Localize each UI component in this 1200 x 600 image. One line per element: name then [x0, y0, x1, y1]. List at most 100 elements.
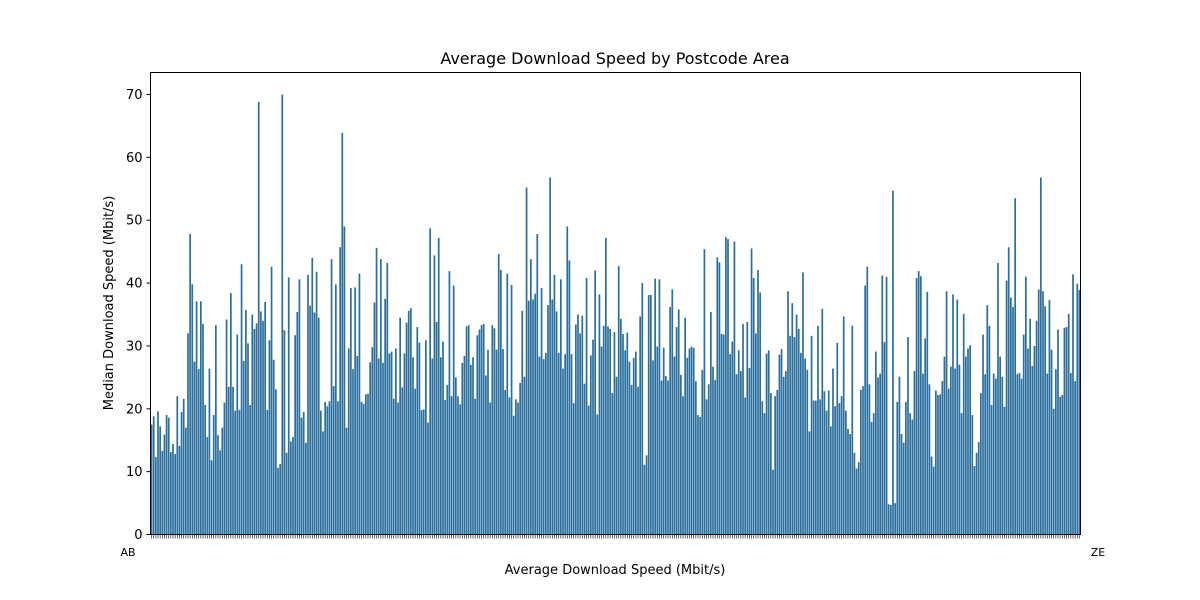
bar	[467, 325, 470, 535]
bar	[669, 306, 671, 535]
bar	[392, 398, 395, 535]
bar	[583, 383, 586, 535]
bar	[172, 443, 174, 535]
bar	[1067, 313, 1070, 535]
bar	[1029, 318, 1031, 535]
bar	[487, 349, 489, 535]
bar	[566, 226, 569, 535]
bar	[684, 317, 686, 535]
y-axis: 0 10 20 30 40 50 60 70	[126, 88, 151, 543]
bar	[311, 257, 314, 535]
bar	[474, 398, 476, 535]
bar	[815, 400, 817, 535]
bar	[551, 299, 554, 535]
bar	[266, 410, 269, 535]
bar	[1074, 381, 1076, 535]
bar	[793, 337, 796, 535]
bar	[257, 102, 260, 535]
bar	[587, 405, 590, 535]
bar	[1012, 306, 1014, 535]
bar	[270, 266, 273, 535]
bar	[611, 393, 614, 535]
bar	[253, 328, 256, 535]
bar	[596, 414, 599, 535]
bar	[219, 450, 221, 535]
bar	[354, 287, 356, 535]
bar	[204, 405, 206, 535]
bar	[956, 299, 959, 535]
bar	[397, 402, 399, 535]
bar	[562, 368, 564, 535]
bar	[215, 325, 217, 535]
bar	[875, 351, 877, 535]
bar	[952, 294, 954, 535]
bar	[557, 352, 560, 535]
bar	[279, 464, 281, 535]
bar	[290, 441, 292, 535]
bar	[639, 316, 641, 535]
bar	[268, 340, 271, 535]
bar	[418, 342, 421, 535]
bar	[969, 345, 971, 535]
bar	[765, 353, 768, 535]
bar	[997, 262, 999, 535]
bar	[585, 278, 588, 535]
bar	[300, 417, 303, 535]
bar	[433, 255, 436, 535]
bar	[851, 325, 854, 535]
bar	[485, 375, 487, 535]
bar	[384, 298, 386, 535]
bar	[680, 374, 682, 535]
bar	[461, 362, 464, 535]
bar	[410, 308, 412, 535]
bar	[1061, 394, 1064, 535]
bar	[922, 373, 924, 535]
bar	[982, 334, 984, 535]
bar	[905, 401, 907, 535]
bar	[909, 413, 911, 535]
bar	[504, 389, 506, 535]
bar	[497, 254, 500, 535]
bar	[716, 257, 719, 535]
bar	[1005, 280, 1008, 535]
bar	[744, 397, 746, 535]
bar	[995, 378, 997, 535]
bar	[635, 351, 637, 535]
bar	[459, 404, 461, 535]
bar	[973, 465, 976, 535]
bar	[748, 367, 751, 535]
bar	[943, 356, 946, 535]
bar	[521, 310, 524, 535]
bar	[1003, 406, 1006, 535]
bar	[330, 259, 333, 535]
bar	[602, 325, 605, 535]
bar	[287, 277, 290, 535]
bar	[373, 302, 376, 535]
bar	[967, 348, 969, 535]
bar	[917, 271, 920, 535]
bar	[600, 346, 603, 535]
bar	[245, 310, 247, 535]
x-tick-label-last: ZE	[1091, 546, 1106, 559]
bar	[932, 466, 935, 535]
bar	[1035, 320, 1038, 535]
bar	[812, 400, 815, 535]
bar	[262, 320, 264, 535]
bar	[575, 324, 577, 535]
bar	[958, 364, 961, 535]
bar	[178, 445, 181, 535]
bar	[500, 269, 502, 535]
bar	[1042, 291, 1044, 535]
bar	[939, 394, 941, 535]
bar	[864, 285, 866, 535]
bar	[356, 355, 359, 535]
bar	[339, 247, 341, 535]
bar	[440, 357, 442, 535]
bar	[347, 348, 350, 535]
bar	[446, 384, 449, 535]
bar	[350, 288, 352, 535]
bar	[710, 311, 712, 535]
bar	[999, 356, 1001, 535]
bar	[697, 415, 699, 535]
bar	[675, 327, 678, 535]
